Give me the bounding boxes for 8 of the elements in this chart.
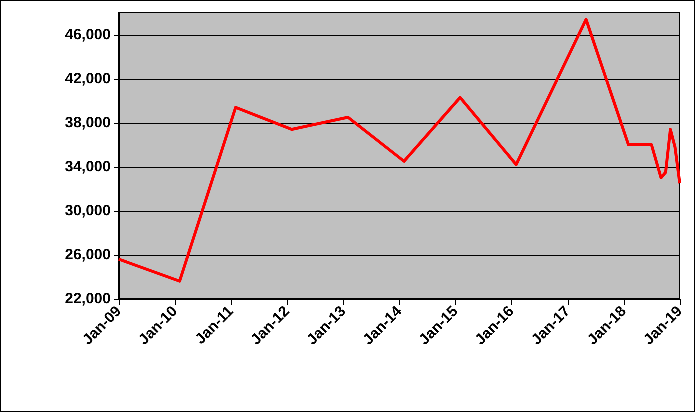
line-series xyxy=(118,18,682,283)
y-tick-label: 46,000 xyxy=(65,26,111,44)
y-tick-label: 38,000 xyxy=(65,114,111,132)
y-tick-label: 42,000 xyxy=(65,70,111,88)
y-tick-label: 34,000 xyxy=(65,158,111,176)
y-tick-label: 22,000 xyxy=(65,290,111,308)
y-tick-label: 26,000 xyxy=(65,246,111,264)
y-tick-label: 30,000 xyxy=(65,202,111,220)
